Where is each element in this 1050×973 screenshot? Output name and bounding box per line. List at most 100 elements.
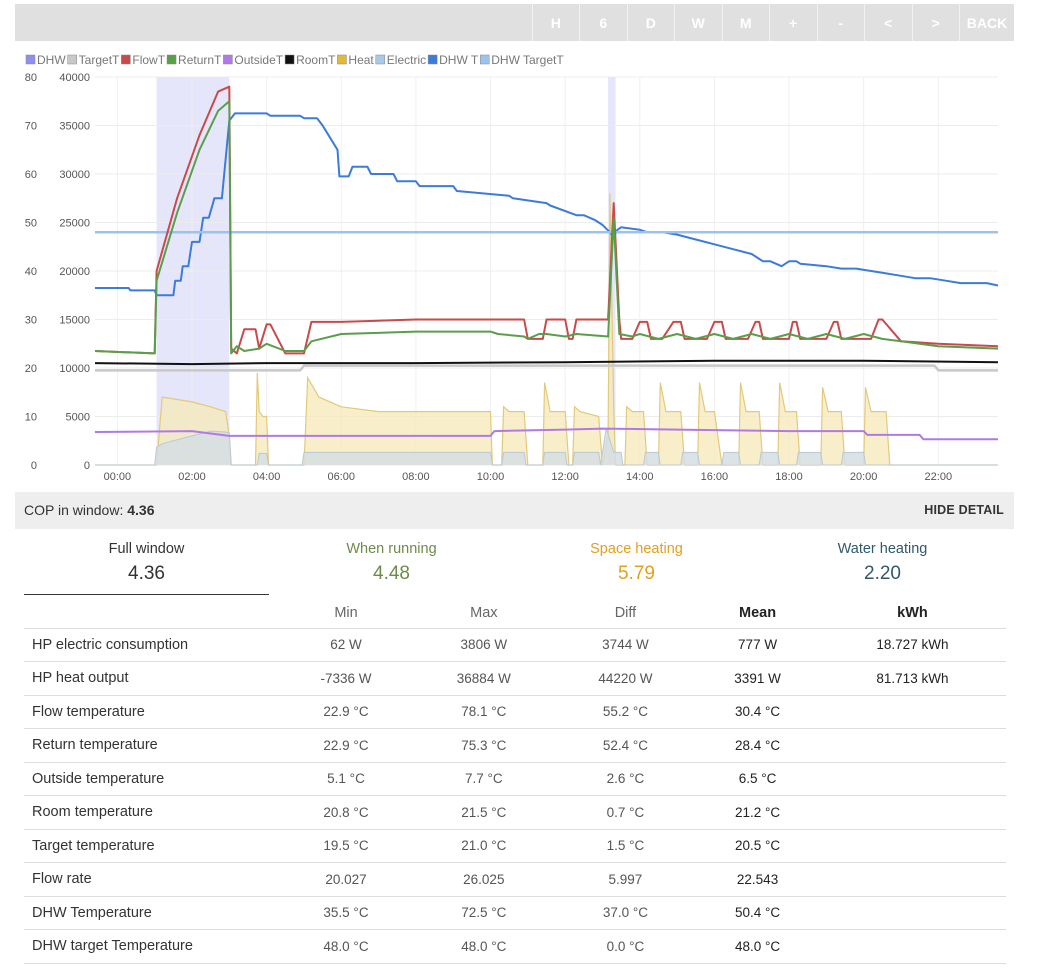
summary-full-value: 4.36 — [128, 563, 165, 584]
stats-row: Return temperature 22.9 °C 75.3 °C 52.4 °C 2… — [24, 728, 1006, 762]
chart-svg[interactable]: 0 10 20 30 40 50 60 70 80 0 5000 10000 15000 20000 250… — [15, 41, 1014, 492]
toolbar-button-6[interactable]: 6 — [579, 4, 627, 41]
legend-swatch — [121, 54, 131, 65]
stats-cell — [818, 761, 1006, 796]
electric-area — [95, 428, 998, 465]
cop-summary: Full window 4.36 When running 4.48 Space… — [24, 536, 1006, 596]
summary-space-heating[interactable]: Space heating 5.79 — [514, 536, 759, 585]
stats-header-4: Mean — [739, 604, 777, 621]
cop-window-value: 4.36 — [127, 502, 155, 518]
toolbar-button-pan-right[interactable]: > — [911, 4, 960, 41]
stats-row-label: Flow temperature — [24, 694, 279, 729]
toolbar-button-pan-left[interactable]: < — [864, 4, 912, 41]
stats-cell: 3391 W — [696, 661, 819, 695]
series-line-targett — [95, 364, 998, 372]
stats-row-label: Target temperature — [24, 828, 279, 863]
x-tick: 10:00 — [477, 471, 505, 483]
stats-cell: 5.1 °C — [279, 761, 413, 796]
hide-detail-button[interactable]: HIDE DETAIL — [924, 503, 1004, 517]
stats-cell — [818, 728, 1006, 762]
stats-header-5: kWh — [897, 604, 928, 621]
stats-header-0 — [24, 598, 279, 628]
stats-cell: 20.5 °C — [696, 828, 819, 863]
chart-toolbar: H 6 D W M + - < > BACK — [15, 4, 1014, 41]
x-tick: 22:00 — [925, 471, 953, 483]
y-left-tick: 20 — [25, 363, 37, 375]
heatpump-chart[interactable]: 0 10 20 30 40 50 60 70 80 0 5000 10000 15000 20000 250… — [15, 41, 1014, 492]
y-right-tick: 20000 — [59, 266, 90, 278]
stats-row-label: Return temperature — [24, 728, 279, 762]
legend-swatch — [375, 54, 386, 65]
x-tick: 14:00 — [626, 471, 654, 483]
toolbar-button-zoom-out[interactable]: - — [816, 4, 865, 41]
series-line-dhw-t — [95, 112, 999, 297]
stats-header-3: Diff — [614, 604, 637, 621]
toolbar-button-h[interactable]: H — [531, 4, 580, 41]
stats-row-label: Room temperature — [24, 795, 279, 829]
stats-cell: 48.0 °C — [413, 929, 555, 964]
stats-header-row: Min Max Diff Mean kWh — [24, 598, 1006, 628]
legend-label: Heat — [348, 53, 374, 67]
legend-swatch — [67, 54, 77, 65]
stats-cell: 0.0 °C — [554, 929, 697, 964]
y-right-tick: 35000 — [59, 121, 90, 133]
legend-label: ReturnT — [178, 53, 222, 67]
toolbar-button-m[interactable]: M — [721, 4, 770, 41]
stats-header-1: Min — [334, 604, 358, 621]
stats-row-label: HP electric consumption — [24, 627, 279, 662]
legend-swatch — [223, 54, 233, 65]
stats-cell: 20.027 — [279, 862, 413, 896]
stats-row: Room temperature 20.8 °C 21.5 °C 0.7 °C 21.2… — [24, 795, 1006, 829]
summary-water-value: 2.20 — [864, 563, 901, 584]
y-left-tick: 10 — [25, 412, 37, 424]
legend-swatch — [284, 54, 295, 65]
stats-cell: 6.5 °C — [696, 761, 819, 796]
stats-cell — [818, 929, 1006, 964]
stats-cell: 30.4 °C — [696, 694, 819, 729]
series-line-outsidet — [94, 427, 998, 441]
stats-cell: 22.9 °C — [279, 694, 413, 729]
summary-full-window[interactable]: Full window 4.36 — [24, 536, 269, 595]
stats-cell: 18.727 kWh — [818, 627, 1006, 662]
x-tick: 18:00 — [775, 471, 803, 483]
summary-when-running[interactable]: When running 4.48 — [269, 536, 514, 585]
y-left-tick: 30 — [25, 315, 37, 327]
legend-label: DHW TargetT — [491, 53, 564, 67]
x-tick: 08:00 — [402, 471, 430, 483]
series-line-returnt — [94, 100, 999, 355]
cop-label-text: COP in window: — [24, 502, 124, 518]
legend-label: FlowT — [132, 53, 165, 67]
toolbar-buttons: H 6 D W M + - < > BACK — [531, 4, 1015, 41]
stats-cell: 26.025 — [413, 862, 555, 896]
stats-cell: 36884 W — [413, 661, 555, 695]
stats-cell: 2.6 °C — [554, 761, 697, 796]
stats-cell: 777 W — [696, 627, 819, 662]
stats-cell — [818, 862, 1006, 896]
summary-full-title: Full window — [108, 541, 185, 557]
legend-label: DHW T — [439, 53, 479, 67]
legend-label: RoomT — [296, 53, 336, 67]
y-right-tick: 15000 — [59, 315, 90, 327]
stats-row: Flow rate 20.027 26.025 5.997 22.543 — [24, 862, 1006, 896]
summary-water-heating[interactable]: Water heating 2.20 — [759, 536, 1006, 585]
toolbar-button-w[interactable]: W — [674, 4, 722, 41]
stats-cell: -7336 W — [279, 661, 413, 695]
stats-row-label: Flow rate — [24, 862, 279, 896]
stats-cell: 22.9 °C — [279, 728, 413, 762]
x-tick: 04:00 — [253, 471, 281, 483]
legend-label: TargetT — [79, 53, 120, 67]
stats-cell: 5.997 — [554, 862, 697, 896]
stats-cell: 52.4 °C — [554, 728, 697, 762]
electric-line — [95, 427, 998, 466]
toolbar-button-back[interactable]: BACK — [959, 4, 1014, 41]
toolbar-button-d[interactable]: D — [626, 4, 675, 41]
series-line-roomt — [94, 359, 999, 366]
stats-cell: 0.7 °C — [554, 795, 697, 829]
toolbar-button-zoom-in[interactable]: + — [769, 4, 817, 41]
stats-row: Flow temperature 22.9 °C 78.1 °C 55.2 °C 30.… — [24, 694, 1006, 729]
legend-swatch — [25, 54, 36, 65]
stats-cell: 3744 W — [554, 627, 697, 662]
stats-table: Min Max Diff Mean kWh HP electric consumptio… — [24, 598, 1006, 964]
legend-label: OutsideT — [234, 53, 283, 67]
x-tick: 06:00 — [328, 471, 356, 483]
